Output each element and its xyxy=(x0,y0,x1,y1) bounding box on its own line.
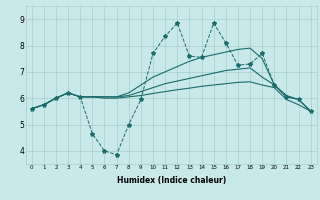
X-axis label: Humidex (Indice chaleur): Humidex (Indice chaleur) xyxy=(116,176,226,185)
